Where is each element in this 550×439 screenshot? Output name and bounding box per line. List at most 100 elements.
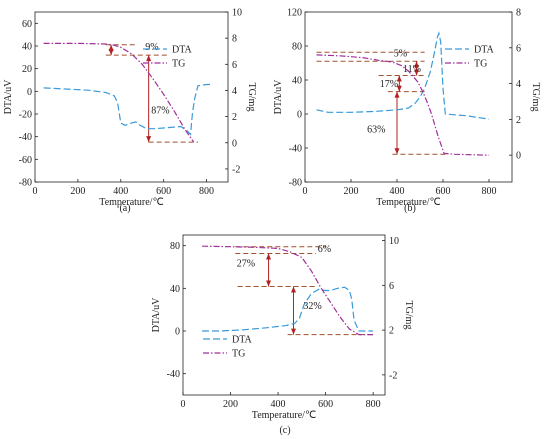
y2-tick-label: -2 (389, 370, 397, 381)
y2-tick-label: 8 (516, 8, 521, 19)
y2-axis-title: TG/mg (246, 83, 257, 112)
arrow-head-down (266, 280, 272, 287)
y-tick-label: 40 (292, 76, 302, 87)
chart-panel-2: 0 200 400 600 800 -80 -40 0 40 80 120 0 2 4 6 8 Temperat… (273, 8, 541, 215)
tg-series-line (201, 245, 374, 336)
mass-loss-arrow (146, 55, 152, 143)
arrow-head-up (396, 75, 402, 82)
chart-legend: DTA TG (203, 335, 253, 360)
y2-tick-label: 6 (232, 60, 237, 71)
x-tick-label: 200 (344, 186, 359, 197)
legend-label: TG (172, 59, 185, 70)
arrow-head-up (291, 286, 297, 293)
y2-tick-label: 2 (516, 115, 521, 126)
legend-label: DTA (474, 45, 495, 56)
x-axis-title: Temperature/℃ (252, 410, 316, 421)
panel-label: (b) (404, 203, 416, 214)
chart-panel-3: 0 200 400 600 800 -40 0 40 80 -2 2 6 10 Temperature/℃… (151, 234, 414, 436)
y-tick-label: 120 (287, 8, 302, 19)
arrow-head-down (394, 148, 400, 155)
mass-loss-label: 87% (151, 106, 169, 117)
y2-axis-title: TG/mg (403, 301, 414, 330)
y-tick-label: 0 (175, 327, 180, 338)
y2-tick-label: -2 (232, 164, 240, 175)
chart-legend: DTA TG (143, 45, 193, 70)
mass-loss-arrow (394, 91, 400, 155)
x-tick-label: 600 (318, 399, 333, 410)
x-tick-label: 600 (156, 186, 171, 197)
y-tick-label: 40 (170, 284, 180, 295)
chart-panel-1: 0 200 400 600 800-80-60-40-200204060-2024681… (3, 8, 257, 215)
y-tick-label: -40 (19, 132, 32, 143)
arrow-head-down (146, 136, 152, 143)
mass-loss-label: 17% (380, 79, 398, 90)
mass-loss-label: 6% (318, 244, 331, 255)
y2-axis-title: TG/mg (530, 83, 541, 112)
arrow-head-down (108, 49, 114, 56)
y-tick-label: -80 (19, 178, 32, 189)
y-axis-title: DTA/uV (3, 79, 14, 115)
y-tick-label: 0 (27, 87, 32, 98)
mass-loss-arrow (396, 75, 402, 92)
mass-loss-label: 5% (394, 49, 407, 60)
y-tick-label: 20 (22, 64, 32, 75)
mass-loss-arrow (414, 61, 420, 76)
mass-loss-arrow (291, 286, 297, 335)
arrow-head-up (146, 55, 152, 62)
y2-tick-label: 2 (232, 112, 237, 123)
mass-loss-label: 63% (367, 125, 385, 136)
y2-tick-label: 0 (232, 138, 237, 149)
mass-loss-label: 32% (303, 301, 321, 312)
x-tick-label: 600 (436, 186, 451, 197)
y-tick-label: -40 (289, 144, 302, 155)
y2-tick-label: 2 (389, 326, 394, 337)
y-tick-label: 80 (170, 241, 180, 252)
x-tick-label: 400 (271, 399, 286, 410)
arrow-head-down (396, 85, 402, 92)
plot-frame (34, 11, 229, 183)
legend-label: DTA (172, 45, 193, 56)
chart-legend: DTA TG (445, 45, 495, 70)
x-tick-label: 0 (303, 186, 308, 197)
dta-series-line (43, 83, 211, 136)
mass-loss-arrow (108, 44, 114, 56)
y-axis-title: DTA/uV (273, 79, 284, 115)
arrow-head-up (266, 253, 272, 260)
mass-loss-arrow (266, 253, 272, 287)
tg-series-line (316, 54, 490, 156)
x-axis-title: Temperature/℃ (99, 197, 163, 208)
mass-loss-label: 27% (237, 258, 255, 269)
x-tick-label: 800 (482, 186, 497, 197)
panel-label: (a) (119, 203, 130, 214)
x-tick-label: 400 (113, 186, 128, 197)
y2-tick-label: 0 (516, 151, 521, 162)
mass-loss-label: 11% (403, 64, 421, 75)
arrow-head-down (291, 328, 297, 335)
y2-tick-label: 10 (389, 236, 399, 247)
y-tick-label: 80 (292, 42, 302, 53)
panel-label: (c) (279, 425, 290, 436)
arrow-head-up (414, 61, 420, 68)
y2-tick-label: 10 (232, 8, 242, 19)
y-tick-label: -60 (19, 155, 32, 166)
x-tick-label: 800 (199, 186, 214, 197)
plot-frame (182, 234, 386, 396)
arrow-head-down (414, 69, 420, 76)
y2-tick-label: 4 (516, 79, 521, 90)
x-tick-label: 0 (181, 399, 186, 410)
y-tick-label: 40 (22, 42, 32, 53)
dta-series-line (202, 286, 374, 332)
x-tick-label: 200 (70, 186, 85, 197)
y2-tick-label: 6 (516, 43, 521, 54)
legend-label: TG (474, 59, 487, 70)
x-tick-label: 0 (33, 186, 38, 197)
plot-frame (304, 11, 513, 183)
y-tick-label: 60 (22, 19, 32, 30)
y-axis-title: DTA/uV (151, 297, 162, 333)
y2-tick-label: 8 (232, 34, 237, 45)
y-tick-label: -40 (167, 369, 180, 380)
arrow-head-up (394, 91, 400, 98)
mass-loss-label: 9% (145, 42, 158, 53)
y-tick-label: -20 (19, 110, 32, 121)
